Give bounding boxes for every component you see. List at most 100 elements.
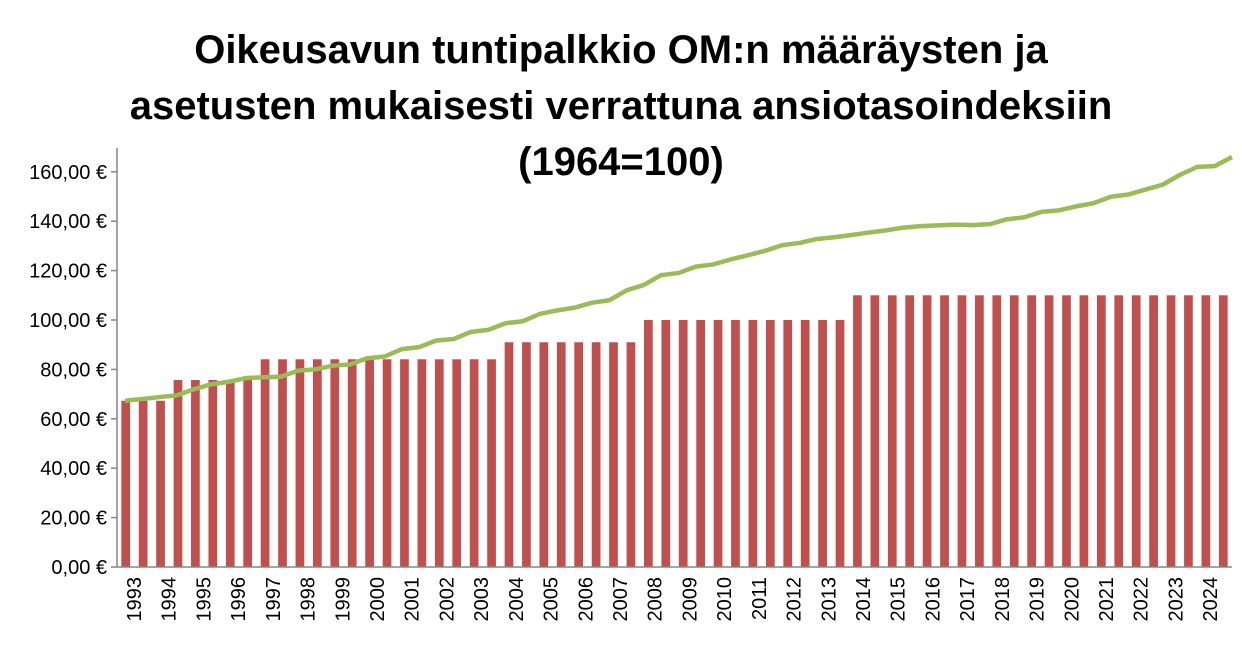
bar <box>1062 295 1071 567</box>
bar <box>487 359 496 567</box>
bar <box>1009 295 1019 567</box>
x-tick-label: 2008 <box>645 577 667 622</box>
x-tick-label: 2000 <box>367 577 389 622</box>
bar <box>1218 295 1228 567</box>
bar <box>887 295 897 567</box>
y-tick-label: 100,00 € <box>29 310 107 332</box>
x-tick-label: 2007 <box>610 577 632 622</box>
x-tick-label: 2004 <box>506 577 528 622</box>
x-tick-label: 1997 <box>263 577 285 622</box>
bar <box>870 295 880 567</box>
bar <box>225 380 235 567</box>
bar <box>330 359 340 567</box>
x-tick-label: 2023 <box>1165 577 1187 622</box>
bar <box>748 320 758 567</box>
x-tick-label: 1999 <box>332 577 354 622</box>
bar <box>992 295 1002 567</box>
bar <box>940 295 949 567</box>
bar <box>347 359 357 567</box>
x-tick-label: 1998 <box>298 577 320 622</box>
x-tick-label: 2016 <box>922 577 944 622</box>
bar <box>138 400 148 567</box>
bar <box>452 359 462 567</box>
bar <box>208 380 218 567</box>
series-line <box>124 154 1234 404</box>
bar <box>400 359 409 567</box>
bar <box>1044 295 1054 567</box>
chart-title-line: asetusten mukaisesti verrattuna ansiotas… <box>129 84 1113 128</box>
bar <box>626 342 636 567</box>
bar <box>765 320 775 567</box>
bar <box>417 359 427 567</box>
bar <box>295 359 305 567</box>
x-tick-label: 2017 <box>957 577 979 622</box>
bar <box>191 380 200 567</box>
x-tick-label: 2020 <box>1061 577 1083 622</box>
chart-title: Oikeusavun tuntipalkkio OM:n määräysten … <box>0 22 1242 190</box>
x-tick-label: 2018 <box>992 577 1014 622</box>
bar <box>644 320 653 567</box>
bar <box>1166 295 1176 567</box>
bar <box>783 320 793 567</box>
bar <box>1201 295 1211 567</box>
bar <box>434 359 444 567</box>
bar <box>504 342 514 567</box>
bar <box>522 342 531 567</box>
x-tick-label: 2021 <box>1096 577 1118 622</box>
bar <box>574 342 584 567</box>
x-tick-label: 2010 <box>714 577 736 622</box>
bar <box>835 320 845 567</box>
bar <box>1114 295 1124 567</box>
bar <box>1149 295 1158 567</box>
bar <box>173 380 183 567</box>
x-tick-label: 1995 <box>193 577 215 622</box>
x-tick-label: 2022 <box>1131 577 1153 622</box>
axis-layer <box>111 148 1232 568</box>
bar <box>1184 295 1193 567</box>
bar <box>591 342 601 567</box>
bar <box>121 400 131 567</box>
bar <box>905 295 915 567</box>
y-tick-label: 40,00 € <box>40 458 107 480</box>
bar <box>678 320 688 567</box>
bar <box>1131 295 1141 567</box>
x-tick-label: 2024 <box>1200 577 1222 622</box>
bar <box>1027 295 1036 567</box>
bar <box>278 359 287 567</box>
x-axis-labels: 1993 1994 1995 1996 1997 1998 1999 2000 2001 2002… <box>124 577 1222 622</box>
bar <box>800 320 810 567</box>
bar <box>313 359 322 567</box>
y-tick-label: 160,00 € <box>29 162 107 184</box>
y-tick-label: 140,00 € <box>29 211 107 233</box>
x-tick-label: 2002 <box>436 577 458 622</box>
bar <box>469 359 479 567</box>
bar <box>1079 295 1089 567</box>
bar <box>556 342 566 567</box>
chart-title-line: (1964=100) <box>518 140 724 184</box>
bar <box>156 400 165 567</box>
x-tick-label: 2014 <box>853 577 875 622</box>
x-tick-label: 2013 <box>818 577 840 622</box>
line-layer <box>124 154 1234 404</box>
bars-layer <box>121 295 1228 567</box>
y-tick-label: 80,00 € <box>40 359 107 381</box>
x-tick-label: 2005 <box>541 577 563 622</box>
x-tick-label: 1993 <box>124 577 146 622</box>
x-tick-label: 2012 <box>784 577 806 622</box>
x-tick-label: 2011 <box>749 577 771 620</box>
bar <box>609 342 618 567</box>
bar <box>260 359 270 567</box>
bar <box>365 359 374 567</box>
x-tick-label: 2003 <box>471 577 493 622</box>
bar <box>818 320 827 567</box>
x-tick-label: 1996 <box>228 577 250 622</box>
bar <box>243 380 253 567</box>
y-tick-label: 60,00 € <box>40 409 107 431</box>
x-tick-label: 2019 <box>1027 577 1049 622</box>
bar <box>713 320 723 567</box>
bar <box>853 295 862 567</box>
y-tick-label: 120,00 € <box>29 261 107 283</box>
bar <box>661 320 671 567</box>
y-axis-labels: 0,00 € 20,00 € 40,00 € 60,00 € 80,00 € 100,00… <box>29 162 107 579</box>
